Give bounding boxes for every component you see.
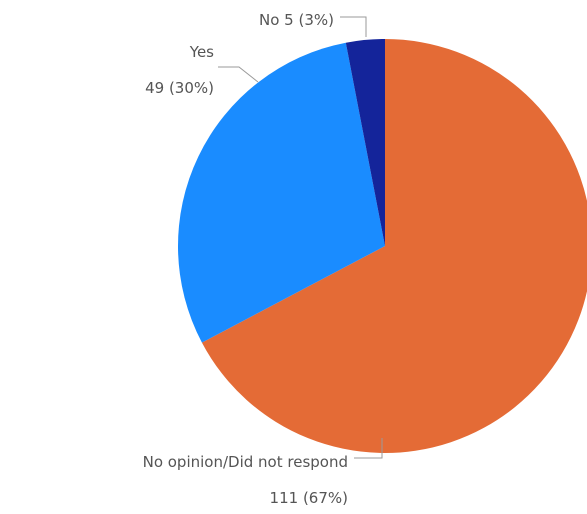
pie-slice-no-opinion-did-not-respond	[201, 39, 587, 453]
label-yes-value: 49 (30%)	[145, 79, 214, 97]
leader-line-no	[340, 16, 367, 37]
label-no-opinion-name: No opinion/Did not respond	[143, 453, 348, 471]
pie-slices	[177, 39, 587, 453]
leader-lines	[218, 16, 383, 459]
slice-labels: No 5 (3%) Yes 49 (30%) No opinion/Did no…	[143, 11, 348, 507]
pie-slice-yes	[177, 42, 385, 343]
pie-slice-no	[345, 39, 385, 246]
label-no: No 5 (3%)	[259, 11, 334, 29]
label-no-opinion-value: 111 (67%)	[270, 489, 348, 507]
leader-line-no-opinion	[354, 438, 383, 459]
label-yes-name: Yes	[189, 43, 214, 61]
leader-line-yes	[218, 66, 259, 83]
